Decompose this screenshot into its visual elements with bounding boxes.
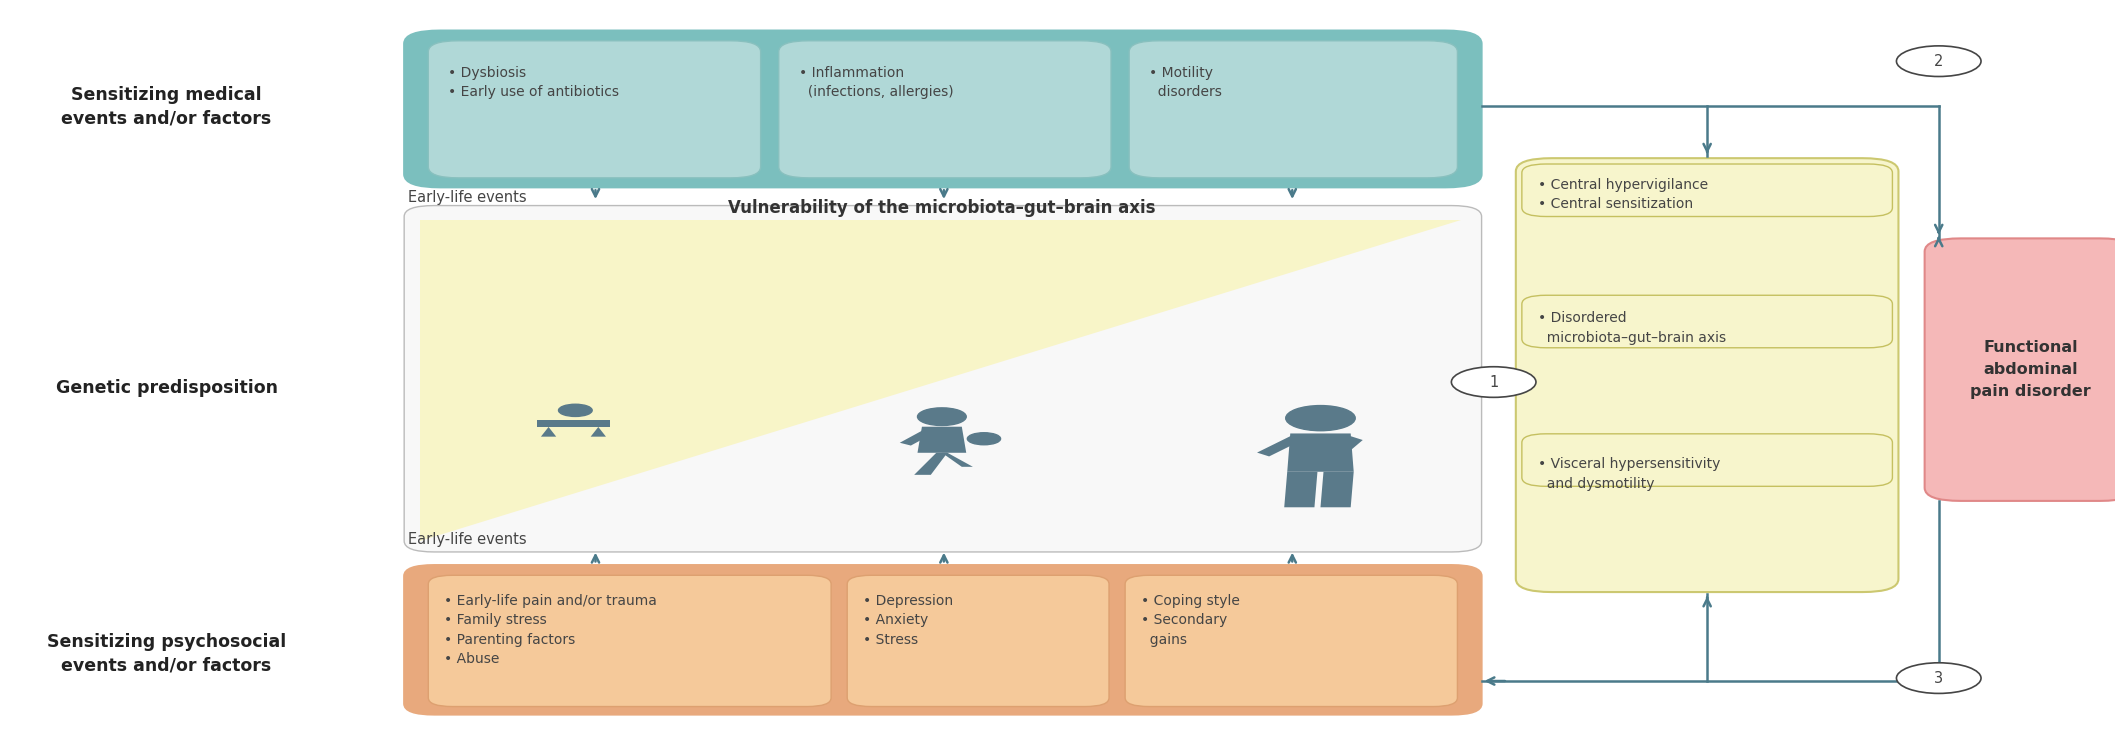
Text: Functional
abdominal
pain disorder: Functional abdominal pain disorder bbox=[1969, 340, 2092, 400]
FancyBboxPatch shape bbox=[848, 575, 1108, 706]
Text: Early-life events: Early-life events bbox=[408, 532, 527, 547]
Text: Vulnerability of the microbiota–gut–brain axis: Vulnerability of the microbiota–gut–brai… bbox=[728, 198, 1155, 217]
FancyBboxPatch shape bbox=[1925, 239, 2115, 501]
Text: • Central hypervigilance
• Central sensitization: • Central hypervigilance • Central sensi… bbox=[1538, 178, 1709, 212]
Polygon shape bbox=[1328, 436, 1362, 459]
FancyBboxPatch shape bbox=[404, 565, 1483, 714]
Circle shape bbox=[1451, 367, 1535, 397]
FancyBboxPatch shape bbox=[1125, 575, 1457, 706]
Circle shape bbox=[918, 408, 967, 425]
Polygon shape bbox=[1256, 436, 1303, 457]
Text: • Inflammation
  (infections, allergies): • Inflammation (infections, allergies) bbox=[799, 66, 954, 99]
FancyBboxPatch shape bbox=[429, 575, 831, 706]
Text: • Visceral hypersensitivity
  and dysmotility: • Visceral hypersensitivity and dysmotil… bbox=[1538, 458, 1719, 490]
Circle shape bbox=[1286, 406, 1356, 430]
Text: 3: 3 bbox=[1935, 671, 1944, 686]
Text: • Dysbiosis
• Early use of antibiotics: • Dysbiosis • Early use of antibiotics bbox=[448, 66, 620, 99]
Text: Early-life events: Early-life events bbox=[408, 190, 527, 204]
Text: Genetic predisposition: Genetic predisposition bbox=[55, 379, 277, 397]
FancyBboxPatch shape bbox=[1516, 158, 1899, 592]
Polygon shape bbox=[541, 427, 556, 437]
Polygon shape bbox=[941, 453, 973, 467]
Circle shape bbox=[1897, 46, 1982, 77]
Polygon shape bbox=[537, 420, 609, 427]
FancyBboxPatch shape bbox=[429, 41, 761, 178]
Polygon shape bbox=[1320, 471, 1354, 507]
Text: • Depression
• Anxiety
• Stress: • Depression • Anxiety • Stress bbox=[863, 594, 954, 646]
FancyBboxPatch shape bbox=[1129, 41, 1457, 178]
Text: • Early-life pain and/or trauma
• Family stress
• Parenting factors
• Abuse: • Early-life pain and/or trauma • Family… bbox=[444, 594, 658, 666]
Polygon shape bbox=[899, 430, 933, 446]
Polygon shape bbox=[1284, 471, 1318, 507]
FancyBboxPatch shape bbox=[1523, 434, 1893, 486]
FancyBboxPatch shape bbox=[1523, 164, 1893, 217]
Text: Sensitizing medical
events and/or factors: Sensitizing medical events and/or factor… bbox=[61, 86, 271, 128]
Text: 2: 2 bbox=[1933, 53, 1944, 69]
Circle shape bbox=[1897, 662, 1982, 693]
Circle shape bbox=[558, 404, 592, 417]
Text: • Coping style
• Secondary
  gains: • Coping style • Secondary gains bbox=[1142, 594, 1239, 646]
Polygon shape bbox=[590, 427, 607, 437]
FancyBboxPatch shape bbox=[404, 31, 1483, 187]
Text: • Disordered
  microbiota–gut–brain axis: • Disordered microbiota–gut–brain axis bbox=[1538, 311, 1726, 345]
Polygon shape bbox=[918, 427, 967, 453]
Text: 1: 1 bbox=[1489, 375, 1497, 389]
FancyBboxPatch shape bbox=[404, 206, 1483, 552]
Text: Sensitizing psychosocial
events and/or factors: Sensitizing psychosocial events and/or f… bbox=[47, 633, 286, 675]
Circle shape bbox=[967, 433, 1000, 445]
Polygon shape bbox=[914, 453, 948, 475]
Polygon shape bbox=[1288, 433, 1354, 471]
Text: • Motility
  disorders: • Motility disorders bbox=[1148, 66, 1222, 99]
FancyBboxPatch shape bbox=[778, 41, 1110, 178]
FancyBboxPatch shape bbox=[1523, 295, 1893, 348]
Polygon shape bbox=[421, 220, 1461, 541]
